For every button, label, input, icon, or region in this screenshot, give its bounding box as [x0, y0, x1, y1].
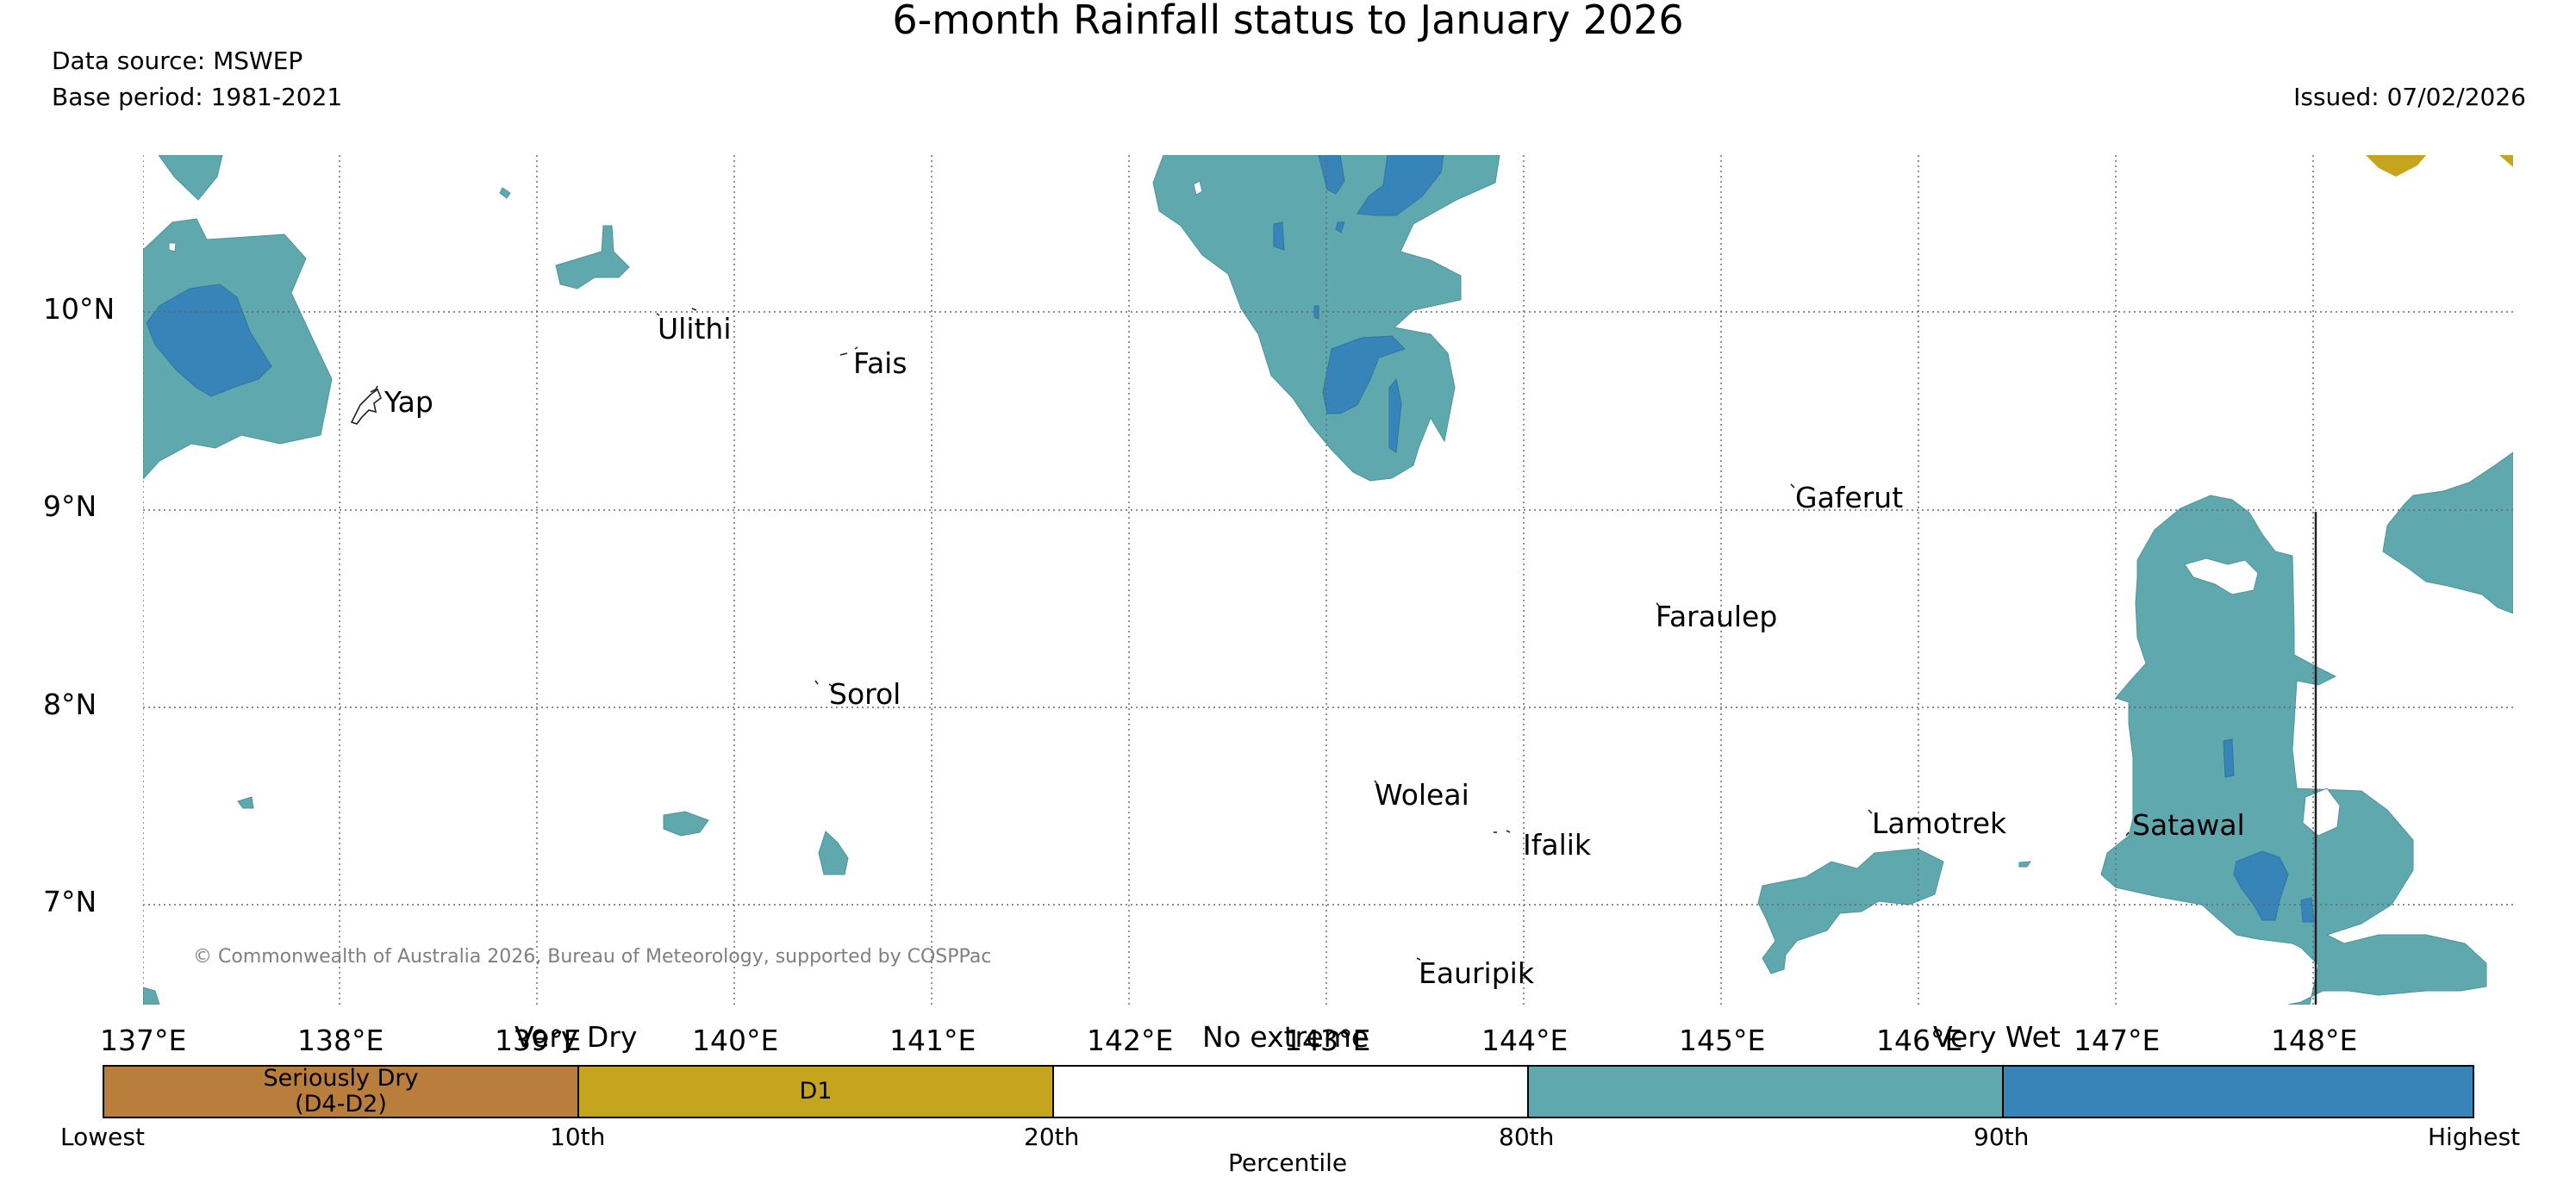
legend-category-very-dry: Very Dry: [515, 1020, 638, 1054]
place-fais: Fais: [853, 346, 908, 380]
percentile-lowest: Lowest: [60, 1123, 145, 1151]
legend-segment-d1: D1: [577, 1065, 1054, 1118]
lon-label-138e: 138°E: [297, 1024, 384, 1057]
copyright-notice: © Commonwealth of Australia 2026, Bureau…: [193, 946, 991, 968]
percentile-axis-label: Percentile: [1228, 1149, 1348, 1177]
lon-label-142e: 142°E: [1087, 1024, 1174, 1057]
legend-segment-label: Seriously Dry: [263, 1065, 419, 1092]
lon-label-141e: 141°E: [889, 1024, 976, 1057]
island-outlines: [350, 308, 2130, 961]
place-woleai: Woleai: [1375, 778, 1469, 812]
lon-label-148e: 148°E: [2271, 1024, 2358, 1057]
lon-label-144e: 144°E: [1481, 1024, 1569, 1057]
d1-regions: [2366, 155, 2513, 177]
place-ifalik: Ifalik: [1523, 828, 1592, 862]
percentile-80th: 80th: [1499, 1123, 1555, 1151]
place-eauripik: Eauripik: [1419, 956, 1534, 990]
place-yap: Yap: [384, 385, 433, 419]
place-sorol: Sorol: [829, 677, 901, 711]
place-gaferut: Gaferut: [1795, 481, 1904, 514]
legend-segment-very-wet: [2002, 1065, 2474, 1118]
lon-label-140e: 140°E: [692, 1024, 779, 1057]
issued-date: Issued: 07/02/2026: [2293, 83, 2526, 111]
lat-label-10n: 10°N: [43, 292, 115, 326]
legend-segment-seriously-dry: Seriously Dry (D4-D2): [103, 1065, 579, 1118]
graticule: [143, 155, 2513, 1005]
place-satawal: Satawal: [2132, 808, 2245, 842]
lat-label-7n: 7°N: [43, 885, 97, 918]
legend-segment-no-extreme: [1052, 1065, 1529, 1118]
legend-category-very-wet: Very Wet: [1933, 1020, 2061, 1054]
lon-label-146e: 146°E: [1876, 1024, 1963, 1057]
chart-title: 6-month Rainfall status to January 2026: [892, 0, 1684, 43]
place-lamotrek: Lamotrek: [1872, 806, 2007, 840]
place-ulithi: Ulithi: [658, 312, 732, 345]
percentile-highest: Highest: [2428, 1123, 2521, 1151]
lon-label-137e: 137°E: [100, 1024, 187, 1057]
percentile-90th: 90th: [1974, 1123, 2030, 1151]
percentile-20th: 20th: [1024, 1123, 1080, 1151]
lat-label-8n: 8°N: [43, 688, 97, 721]
lon-label-139e: 139°E: [495, 1024, 582, 1057]
data-source: Data source: MSWEP: [52, 47, 303, 75]
place-faraulep: Faraulep: [1656, 600, 1778, 633]
legend-segment-wet: [1527, 1065, 2004, 1118]
legend-segment-sublabel: (D4-D2): [295, 1091, 387, 1117]
legend-category-no-extreme: No extreme: [1202, 1020, 1369, 1054]
percentile-10th: 10th: [550, 1123, 606, 1151]
lon-label-145e: 145°E: [1679, 1024, 1766, 1057]
wet-regions: [143, 155, 2513, 1005]
lon-label-147e: 147°E: [2074, 1024, 2161, 1057]
lat-label-9n: 9°N: [43, 489, 97, 523]
base-period: Base period: 1981-2021: [52, 83, 343, 111]
lon-label-143e: 143°E: [1284, 1024, 1371, 1057]
very-wet-regions: [146, 155, 2315, 923]
legend-segment-label: D1: [799, 1078, 833, 1105]
